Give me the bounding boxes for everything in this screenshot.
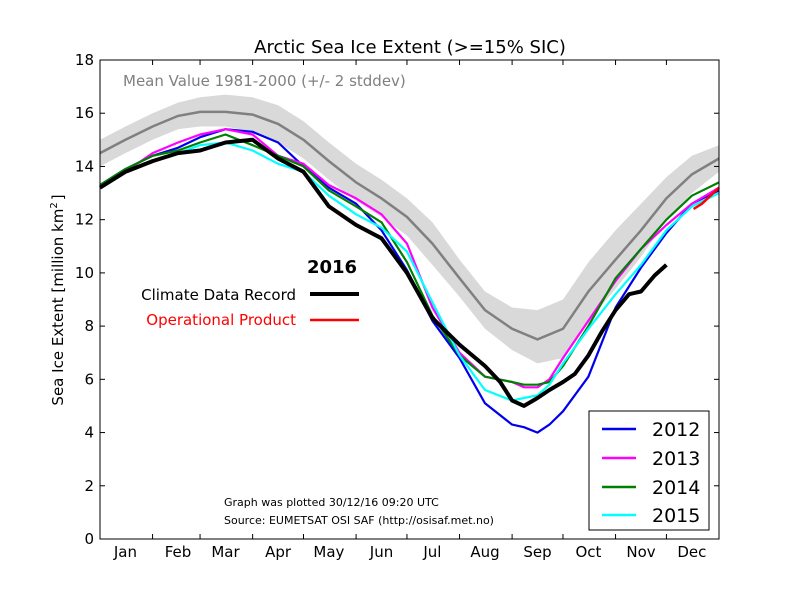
x-tick-label-feb: Feb <box>165 543 192 561</box>
series-line-operational-product <box>692 186 720 211</box>
y-tick-label: 0 <box>84 530 94 548</box>
y-axis-label-sup: 2 <box>49 202 60 208</box>
axis-ticks: 0 2 4 6 8 10 12 14 16 18 Jan Feb Mar Apr May Jun Jul Aug S… <box>75 51 719 561</box>
plotted-annotation: Graph was plotted 30/12/16 09:20 UTC <box>224 496 439 509</box>
y-tick-label: 2 <box>84 477 94 495</box>
mean-band-label: Mean Value 1981-2000 (+/- 2 stddev) <box>123 72 406 90</box>
y-tick-label: 10 <box>75 264 94 282</box>
legend-2016: 2016 Climate Data Record Operational Pro… <box>141 257 359 329</box>
x-tick-label-mar: Mar <box>211 543 240 561</box>
mean-line <box>99 110 720 341</box>
y-tick-label: 12 <box>75 211 94 229</box>
x-tick-label-apr: Apr <box>265 543 292 561</box>
source-annotation: Source: EUMETSAT OSI SAF (http://osisaf.… <box>224 514 494 527</box>
y-axis-label-main: Sea Ice Extent [million km <box>49 209 67 406</box>
legend-2012-label: 2012 <box>652 419 700 441</box>
x-tick-label-jan: Jan <box>113 543 137 561</box>
chart-title: Arctic Sea Ice Extent (>=15% SIC) <box>254 37 566 58</box>
y-tick-label: 16 <box>75 104 94 122</box>
x-tick-label-jun: Jun <box>369 543 393 561</box>
x-tick-label-jul: Jul <box>422 543 441 561</box>
x-tick-label-dec: Dec <box>677 543 706 561</box>
y-tick-label: 4 <box>84 424 94 442</box>
mean-stddev-band <box>100 94 719 364</box>
y-tick-label: 14 <box>75 157 94 175</box>
series-line-climate-data-record <box>98 137 668 408</box>
legend-years-box <box>588 410 710 531</box>
plot-area <box>98 94 720 434</box>
legend-2016-title: 2016 <box>307 257 357 278</box>
legend-2015-label: 2015 <box>652 505 700 527</box>
series-line-2015 <box>99 141 720 402</box>
y-tick-label: 18 <box>75 51 94 69</box>
legend-2014-label: 2014 <box>652 477 700 499</box>
x-tick-label-may: May <box>313 543 344 561</box>
y-tick-label: 8 <box>84 317 94 335</box>
legend-2013-label: 2013 <box>652 448 700 470</box>
legend-years: 2012 2013 2014 2015 <box>588 410 710 531</box>
plot-frame <box>99 59 720 540</box>
y-axis-label: Sea Ice Extent [million km2] <box>49 194 67 405</box>
x-tick-label-aug: Aug <box>470 543 499 561</box>
legend-2016-cdr-label: Climate Data Record <box>141 286 296 304</box>
x-tick-label-nov: Nov <box>626 543 655 561</box>
legend-2016-op-label: Operational Product <box>146 311 296 329</box>
y-axis-label-end: ] <box>49 194 67 200</box>
x-tick-label-oct: Oct <box>575 543 601 561</box>
y-tick-label: 6 <box>84 370 94 388</box>
x-tick-label-sep: Sep <box>523 543 551 561</box>
